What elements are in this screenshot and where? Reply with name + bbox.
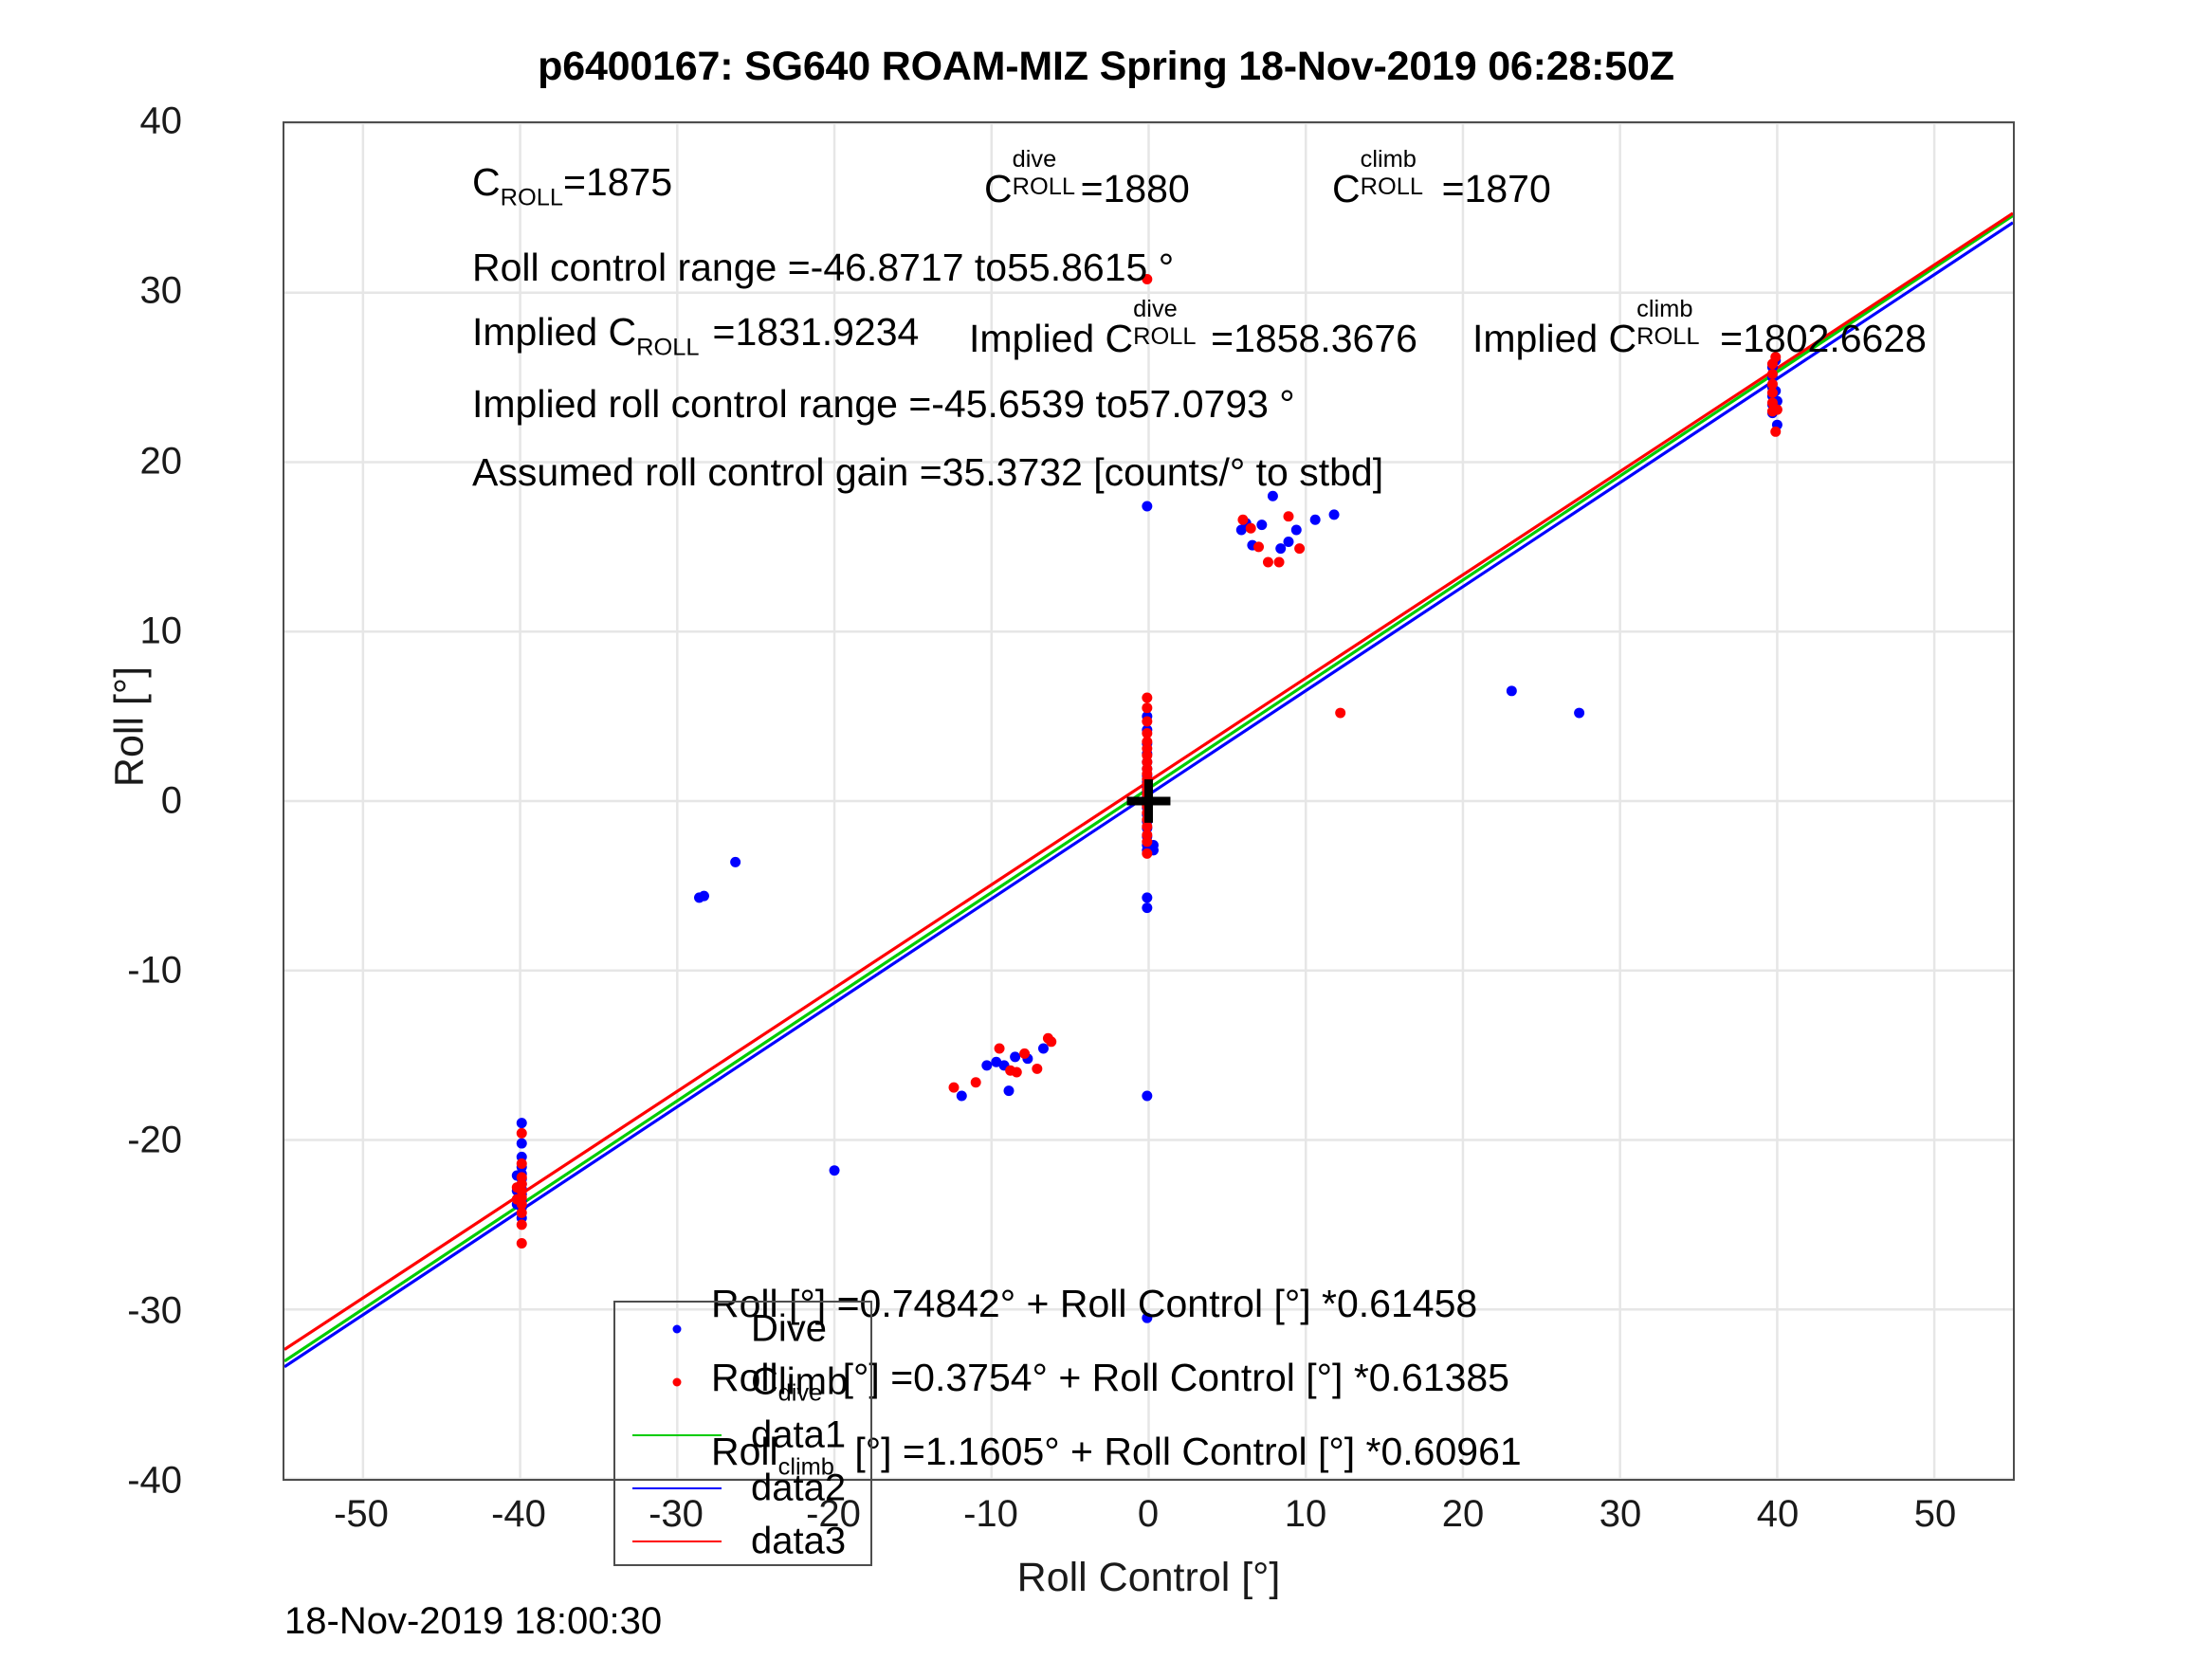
grid-layer [284,123,2013,1479]
legend-item-data2[interactable]: data2 [615,1462,874,1515]
c-roll-dive-value: =1880 [1080,167,1190,210]
fit-dive-head: Roll [711,1356,778,1399]
implied-c-roll-climb-subscript: ROLL [1636,323,1700,351]
y-tick-label: -30 [127,1289,182,1332]
legend-marker-dive [672,1324,682,1334]
fit-climb-head: Roll [711,1430,778,1473]
annotation-assumed-gain: Assumed roll control gain =35.3732 [coun… [472,450,1384,494]
implied-c-roll-dive-prefix: Implied C [969,317,1134,360]
fit-climb-subscript: climb [777,1453,834,1481]
legend[interactable]: Dive Climb data1 data2 data3 [613,1301,872,1566]
implied-c-roll-climb-superscript: climb [1636,296,1693,323]
fit-dive-rest: [°] =0.3754° + Roll Control [°] *0.61385 [832,1356,1509,1399]
x-tick-label: 0 [1137,1493,1160,1535]
equation-fit-dive: Rolldive [°] =0.3754° + Roll Control [°]… [711,1356,1509,1406]
c-roll-climb-symbol: C [1332,167,1361,210]
annotation-roll-control-range: Roll control range =-46.8717 to55.8615 ° [472,246,1175,289]
y-tick-label: 30 [139,269,183,312]
equation-fit-climb: Rollclimb [°] =1.1605° + Roll Control [°… [711,1430,1522,1480]
x-tick-label: -30 [649,1493,704,1535]
c-roll-climb-value: =1870 [1441,167,1551,210]
legend-item-data3[interactable]: data3 [615,1515,874,1568]
y-tick-label: 0 [160,779,182,822]
c-roll-climb-superscript: climb [1360,146,1417,173]
c-roll-dive-subscript: ROLL [1012,173,1075,201]
implied-c-roll-dive-superscript: dive [1133,296,1178,323]
x-tick-label: 20 [1441,1493,1485,1535]
x-tick-label: 40 [1756,1493,1800,1535]
c-roll-symbol: C [472,160,501,204]
legend-label-dive: Dive [751,1307,828,1350]
fit-dive-subscript: dive [777,1379,823,1407]
x-tick-label: -10 [963,1493,1018,1535]
legend-marker-climb [672,1377,682,1387]
annotation-c-roll: CROLL=1875 [472,160,673,210]
legend-line-data2 [632,1487,722,1489]
y-tick-label: 10 [139,610,183,652]
x-tick-label: -50 [334,1493,389,1535]
page-title: p6400167: SG640 ROAM-MIZ Spring 18-Nov-2… [538,44,1674,89]
x-tick-label: 30 [1599,1493,1642,1535]
implied-c-roll-dive-subscript: ROLL [1133,323,1197,351]
footer-timestamp: 18-Nov-2019 18:00:30 [284,1600,663,1642]
c-roll-value: =1875 [562,160,673,204]
implied-c-roll-value: =1831.9234 [712,310,920,354]
legend-item-climb[interactable]: Climb [615,1356,874,1409]
y-tick-label: -40 [127,1459,182,1502]
legend-label-climb: Climb [751,1360,849,1403]
implied-c-roll-prefix: Implied C [472,310,637,354]
c-roll-dive-superscript: dive [1012,146,1057,173]
legend-item-dive[interactable]: Dive [615,1303,874,1356]
c-roll-subscript: ROLL [500,184,563,211]
x-tick-label: 10 [1284,1493,1327,1535]
legend-item-data1[interactable]: data1 [615,1409,874,1462]
y-tick-label: -10 [127,949,182,992]
equation-fit-all: Roll [°] =0.74842° + Roll Control [°] *0… [711,1282,1478,1325]
y-tick-label: 40 [139,100,183,142]
x-tick-label: -20 [806,1493,861,1535]
x-axis-title: Roll Control [°] [1016,1555,1281,1600]
fit-climb-rest: [°] =1.1605° + Roll Control [°] *0.60961 [843,1430,1522,1473]
implied-c-roll-subscript: ROLL [636,334,700,361]
legend-line-data3 [632,1540,722,1542]
legend-line-data1 [632,1434,722,1436]
annotation-implied-roll-control-range: Implied roll control range =-45.6539 to5… [472,382,1295,426]
y-tick-label: 20 [139,440,183,483]
c-roll-dive-symbol: C [984,167,1013,210]
implied-c-roll-dive-value: =1858.3676 [1211,317,1417,360]
c-roll-climb-subscript: ROLL [1360,173,1423,201]
scatter-points-layer [511,273,1782,1323]
legend-label-data1: data1 [751,1413,847,1456]
y-tick-label: -20 [127,1119,182,1161]
y-axis-title: Roll [°] [106,665,153,788]
annotation-implied-c-roll: Implied CROLL =1831.9234 [472,310,920,360]
implied-c-roll-climb-value: =1802.6628 [1720,317,1927,360]
legend-label-data2: data2 [751,1467,847,1509]
x-tick-label: -40 [491,1493,546,1535]
x-tick-label: 50 [1913,1493,1957,1535]
legend-label-data3: data3 [751,1520,847,1562]
implied-c-roll-climb-prefix: Implied C [1472,317,1637,360]
